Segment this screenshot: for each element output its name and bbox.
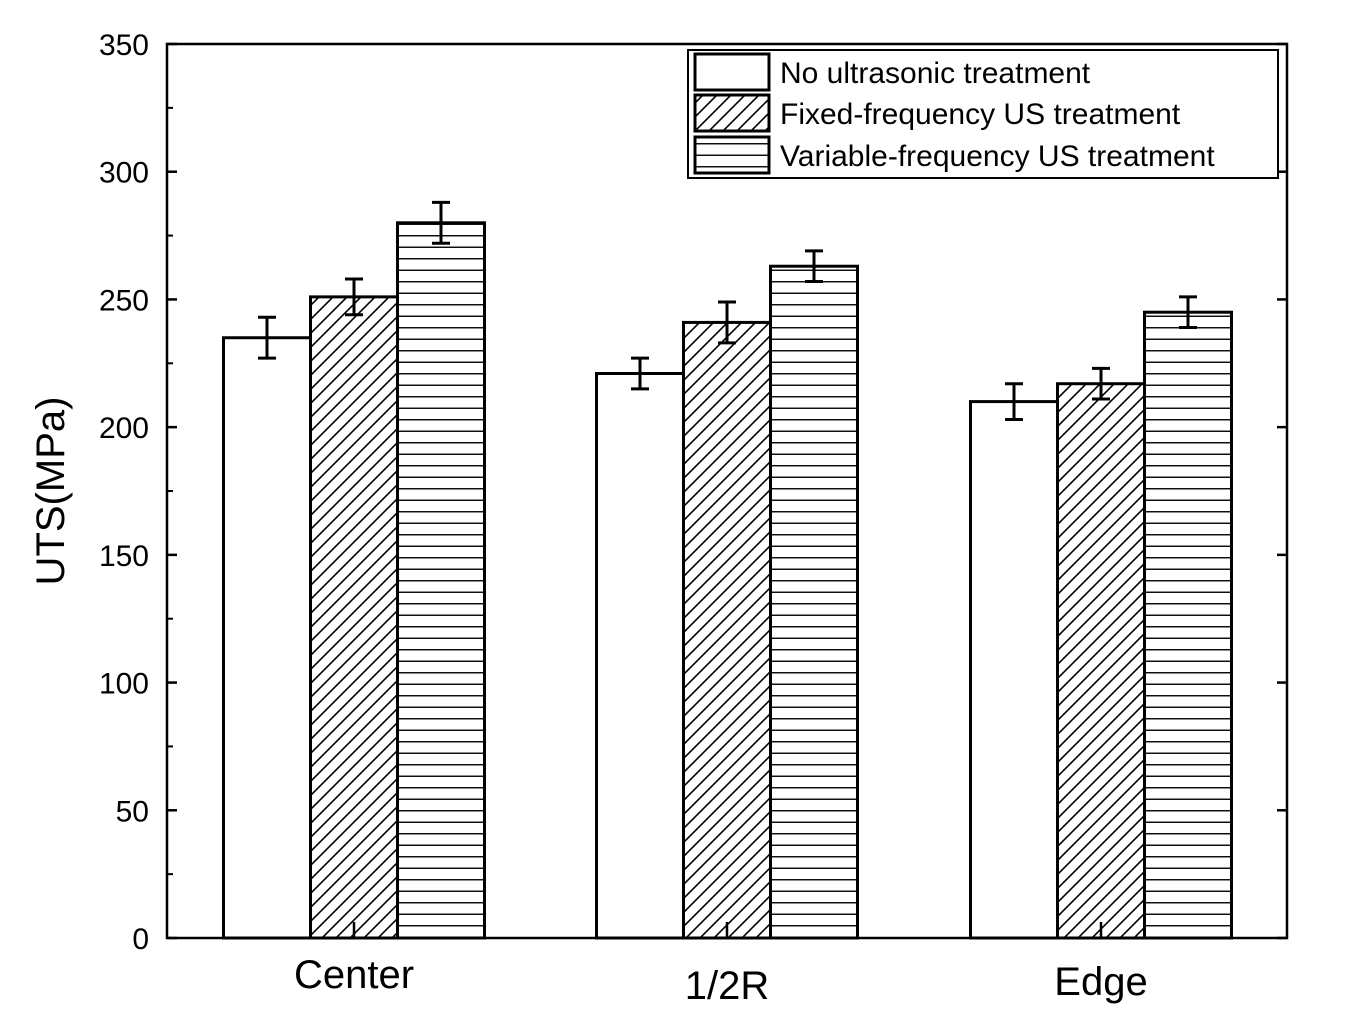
bar-no-ultrasonic-treatment-1-2r [595, 372, 685, 940]
bar-fixed-frequency-us-treatment-edge [1056, 382, 1146, 940]
bar-fixed-frequency-us-treatment-center [309, 295, 399, 940]
legend-label-no-ultrasonic-treatment: No ultrasonic treatment [780, 57, 1091, 90]
error-bar-no-ultrasonic-treatment-center [258, 315, 276, 360]
x-category-label-center: Center [294, 953, 414, 997]
error-bar-variable-frequency-us-treatment-1-2r [805, 249, 823, 284]
bar-variable-frequency-us-treatment-1-2r [769, 264, 859, 940]
error-bar-fixed-frequency-us-treatment-center [345, 277, 363, 317]
bar-fixed-frequency-us-treatment-1-2r [682, 320, 772, 940]
error-bar-no-ultrasonic-treatment-1-2r [631, 356, 649, 391]
legend-swatch-no-ultrasonic-treatment [693, 52, 771, 92]
bar-variable-frequency-us-treatment-edge [1143, 310, 1233, 940]
legend: No ultrasonic treatment Fixed-frequency U… [687, 49, 1279, 179]
x-category-label-edge: Edge [1054, 960, 1147, 1004]
y-tick-label: 250 [99, 284, 149, 317]
legend-label-variable-frequency-us-treatment: Variable-frequency US treatment [780, 140, 1215, 173]
y-tick-label: 300 [99, 157, 149, 190]
legend-box [687, 49, 1279, 179]
y-tick-label: 350 [99, 29, 149, 62]
y-tick-label: 150 [99, 540, 149, 573]
y-tick-label: 200 [99, 412, 149, 445]
error-bar-fixed-frequency-us-treatment-edge [1092, 366, 1110, 401]
bar-no-ultrasonic-treatment-center [222, 336, 312, 940]
bar-no-ultrasonic-treatment-edge [969, 400, 1059, 940]
error-bar-variable-frequency-us-treatment-center [432, 200, 450, 245]
y-tick-label: 100 [99, 668, 149, 701]
legend-swatch-fixed-frequency-us-treatment [693, 93, 771, 133]
error-bar-fixed-frequency-us-treatment-1-2r [718, 300, 736, 345]
legend-label-fixed-frequency-us-treatment: Fixed-frequency US treatment [780, 98, 1181, 131]
y-tick-label: 50 [116, 795, 149, 828]
bar-variable-frequency-us-treatment-center [396, 221, 486, 940]
y-tick-label: 0 [132, 923, 149, 956]
x-category-label-1-2r: 1/2R [685, 964, 770, 1008]
error-bar-no-ultrasonic-treatment-edge [1005, 382, 1023, 421]
legend-swatch-variable-frequency-us-treatment [693, 135, 771, 175]
error-bar-variable-frequency-us-treatment-edge [1179, 295, 1197, 330]
y-axis-title: UTS(MPa) [29, 397, 73, 586]
